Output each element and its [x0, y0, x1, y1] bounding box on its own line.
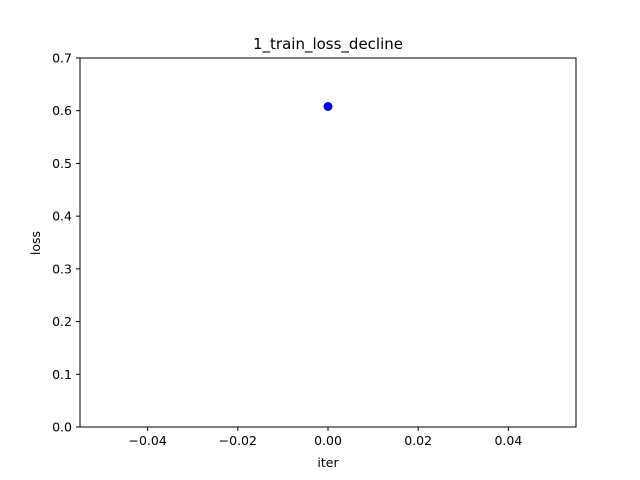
y-axis-label: loss [28, 231, 43, 255]
y-tick-label: 0.1 [52, 367, 72, 382]
y-tick-label: 0.0 [52, 420, 72, 435]
y-tick-label: 0.5 [52, 156, 72, 171]
x-axis-label: iter [317, 455, 339, 470]
y-tick-label: 0.2 [52, 314, 72, 329]
x-axis: −0.04 −0.02 0.00 0.02 0.04 [128, 427, 522, 448]
data-point [323, 101, 333, 111]
x-tick-label: 0.00 [314, 433, 342, 448]
y-tick-label: 0.4 [52, 209, 72, 224]
x-tick-label: 0.02 [404, 433, 432, 448]
x-tick-label: −0.04 [128, 433, 166, 448]
y-tick-label: 0.3 [52, 261, 72, 276]
plot-area-frame [79, 57, 577, 428]
chart-title: 1_train_loss_decline [253, 35, 403, 54]
y-tick-label: 0.7 [52, 51, 72, 66]
y-tick-label: 0.6 [52, 103, 72, 118]
x-tick-label: −0.02 [219, 433, 257, 448]
y-axis: 0.0 0.1 0.2 0.3 0.4 0.5 0.6 0.7 [52, 51, 80, 435]
data-points [323, 101, 333, 111]
x-tick-label: 0.04 [494, 433, 522, 448]
